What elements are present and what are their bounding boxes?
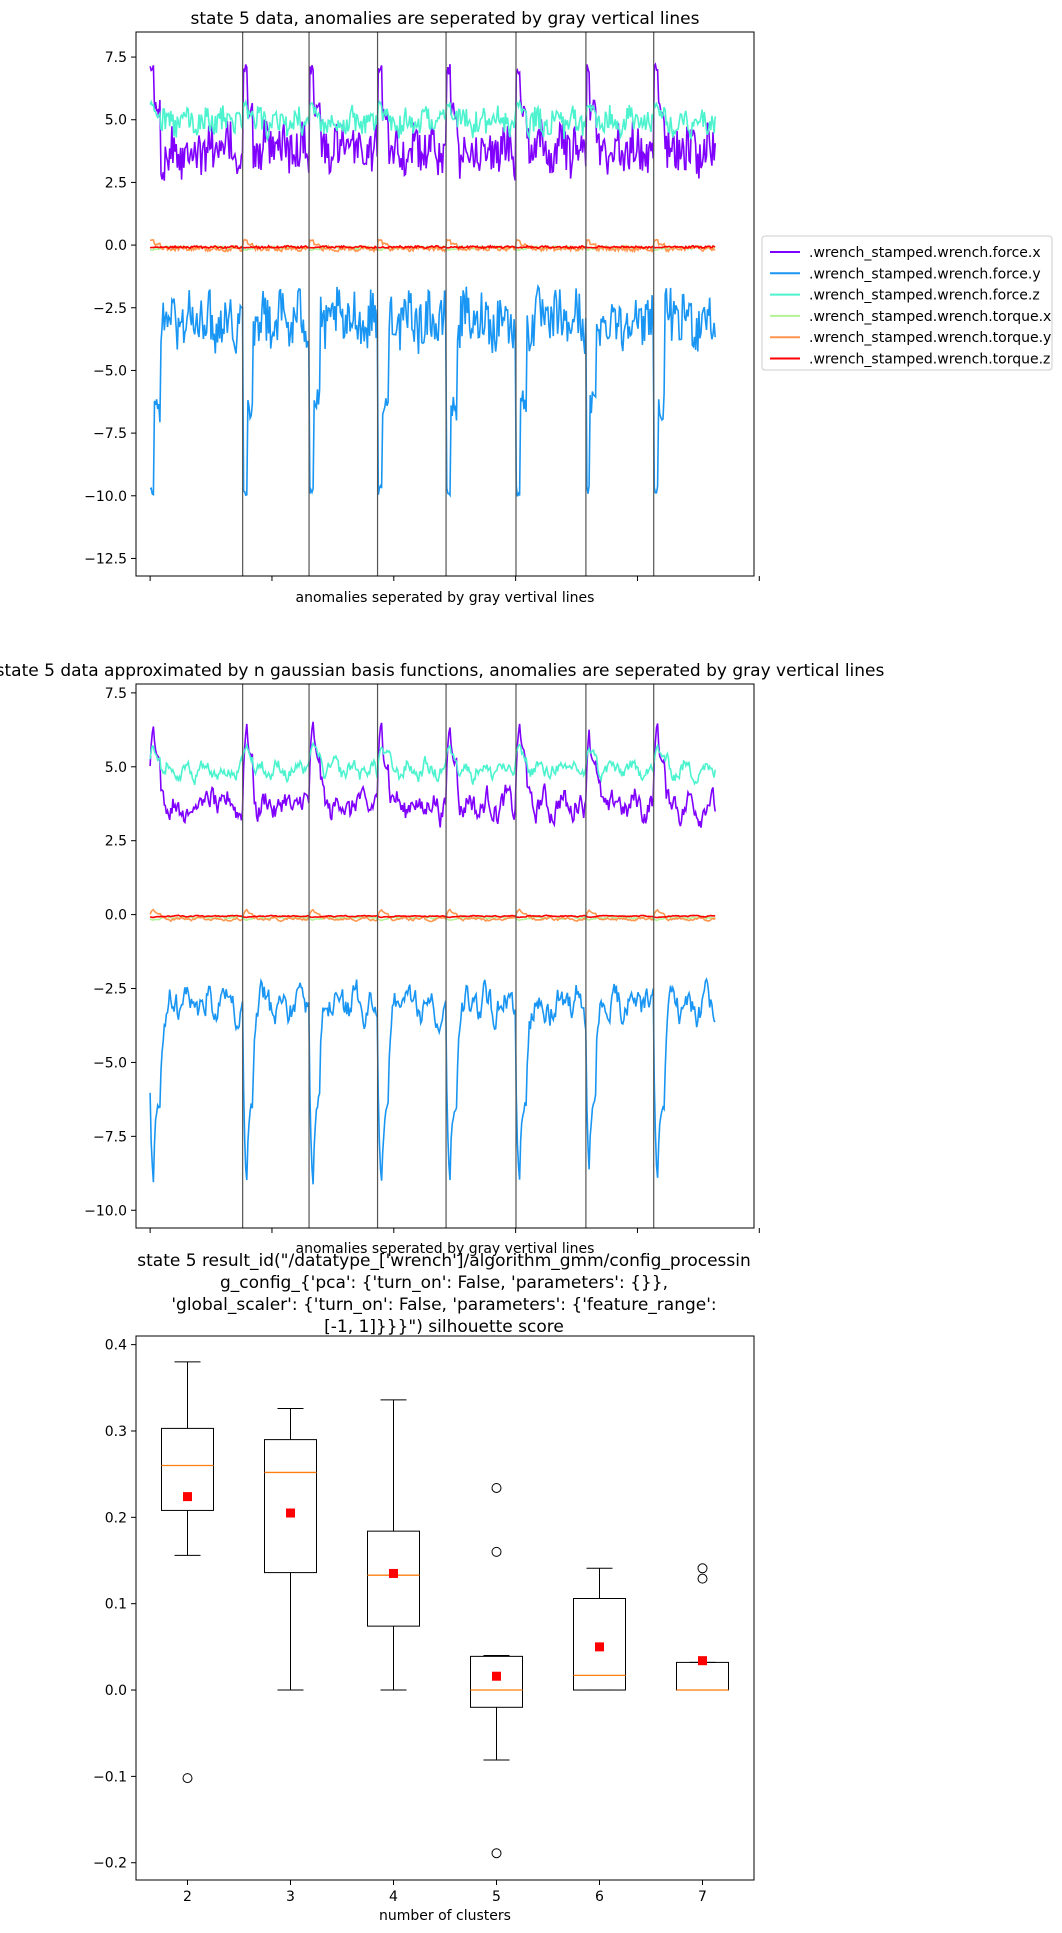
x-tick-label: 7: [698, 1889, 707, 1905]
mean-marker: [183, 1492, 192, 1502]
y-tick-label: 7.5: [105, 50, 127, 66]
box: [470, 1655, 523, 1708]
series-line: [149, 741, 716, 786]
y-tick-label: −5.0: [93, 363, 127, 379]
y-tick-label: 0.1: [105, 1597, 127, 1613]
mean-marker: [389, 1568, 398, 1578]
y-tick-label: 5.0: [105, 760, 127, 776]
series-line: [149, 244, 716, 250]
series-line: [149, 914, 716, 922]
flier-point: [697, 1573, 708, 1584]
y-tick-label: −2.5: [93, 301, 127, 317]
chart3-title-line1: state 5 result_id("/datatype_['wrench']/…: [137, 1251, 751, 1271]
series-line: [149, 98, 716, 143]
y-tick-label: 7.5: [105, 686, 127, 702]
chart3-title-line4: [-1, 1]}}}") silhouette score: [324, 1317, 564, 1337]
x-tick-label: 3: [286, 1889, 295, 1905]
flier-point: [697, 1563, 708, 1574]
chart1-title: state 5 data, anomalies are seperated by…: [191, 9, 700, 29]
line-chart-raw: state 5 data, anomalies are seperated by…: [84, 9, 1053, 606]
chart2-title: state 5 data approximated by n gaussian …: [0, 661, 885, 681]
legend-label: .wrench_stamped.wrench.torque.z: [809, 352, 1050, 368]
y-tick-label: 2.5: [105, 834, 127, 850]
x-tick-label: 5: [492, 1889, 501, 1905]
line-chart-approximated: state 5 data approximated by n gaussian …: [0, 661, 885, 1257]
y-tick-label: 0.3: [105, 1424, 127, 1440]
y-tick-label: −7.5: [93, 426, 127, 442]
y-tick-label: −10.0: [84, 489, 127, 505]
y-tick-label: −7.5: [93, 1129, 127, 1145]
y-tick-label: −2.5: [93, 982, 127, 998]
y-tick-label: −10.0: [84, 1203, 127, 1219]
x-tick-label: 6: [595, 1889, 604, 1905]
chart2-axes-frame: [135, 683, 755, 1229]
mean-marker: [595, 1642, 604, 1652]
y-tick-label: 0.2: [105, 1510, 127, 1526]
y-tick-label: −12.5: [84, 551, 127, 567]
series-line: [149, 62, 716, 181]
x-tick-label: 2: [183, 1889, 192, 1905]
y-tick-label: 5.0: [105, 113, 127, 129]
series-line: [149, 283, 716, 498]
chart3-title-line2: g_config_{'pca': {'turn_on': False, 'par…: [220, 1273, 668, 1293]
series-line: [149, 977, 716, 1185]
legend-label: .wrench_stamped.wrench.force.x: [809, 245, 1041, 261]
y-tick-label: 0.0: [105, 238, 127, 254]
y-tick-label: −0.2: [93, 1856, 127, 1872]
legend-frame: [761, 235, 1053, 371]
chart3-title-line3: 'global_scaler': {'turn_on': False, 'par…: [171, 1295, 716, 1315]
y-tick-label: 2.5: [105, 175, 127, 191]
box: [264, 1439, 317, 1574]
flier-point: [182, 1773, 193, 1784]
y-tick-label: 0.4: [105, 1338, 127, 1354]
legend-label: .wrench_stamped.wrench.force.z: [809, 288, 1040, 304]
legend-label: .wrench_stamped.wrench.torque.y: [809, 330, 1051, 346]
flier-point: [491, 1546, 502, 1557]
y-tick-label: −5.0: [93, 1055, 127, 1071]
y-tick-label: −0.1: [93, 1769, 127, 1785]
series-line: [149, 914, 716, 919]
box: [161, 1427, 214, 1511]
y-tick-label: 0.0: [105, 908, 127, 924]
box: [367, 1530, 420, 1627]
mean-marker: [492, 1671, 501, 1681]
legend: .wrench_stamped.wrench.force.x .wrench_st…: [761, 235, 1053, 371]
box: [676, 1661, 729, 1691]
box: [573, 1598, 626, 1691]
flier-point: [491, 1848, 502, 1859]
mean-marker: [698, 1656, 707, 1666]
x-tick-label: 4: [389, 1889, 398, 1905]
mean-marker: [286, 1508, 295, 1518]
series-line: [149, 908, 716, 923]
chart1-axes-frame: [135, 31, 755, 577]
chart1-xlabel: anomalies seperated by gray vertival lin…: [296, 590, 595, 606]
chart3-axes-frame: [135, 1335, 755, 1881]
chart2-xlabel: anomalies seperated by gray vertival lin…: [296, 1241, 595, 1257]
legend-label: .wrench_stamped.wrench.force.y: [809, 266, 1041, 282]
y-tick-label: 0.0: [105, 1683, 127, 1699]
chart3-xlabel: number of clusters: [379, 1908, 511, 1924]
box-chart-silhouette: state 5 result_id("/datatype_['wrench']/…: [93, 1251, 755, 1924]
legend-label: .wrench_stamped.wrench.torque.x: [809, 309, 1051, 325]
flier-point: [491, 1482, 502, 1493]
